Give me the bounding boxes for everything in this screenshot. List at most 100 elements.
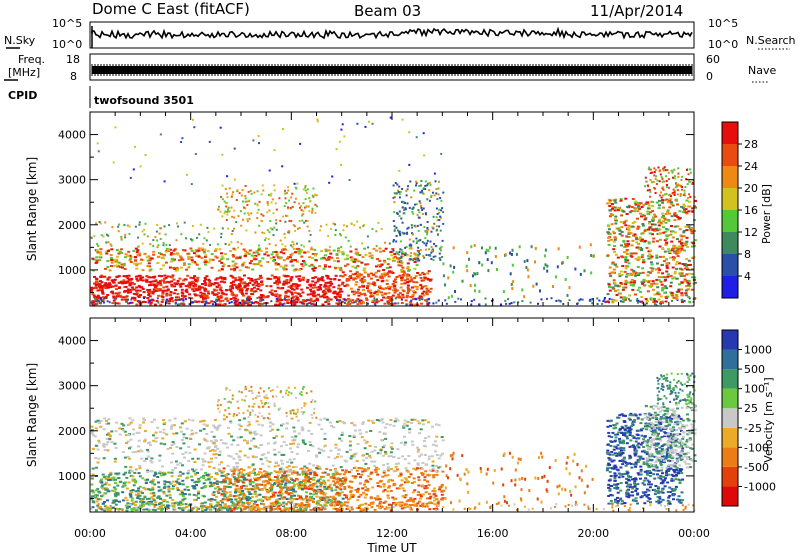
- power-echo: [274, 262, 278, 265]
- power-echo: [345, 278, 349, 280]
- power-echo: [401, 252, 404, 255]
- power-echo: [245, 301, 249, 304]
- power-echo: [248, 301, 251, 303]
- nsearch-tick-bottom: 10^0: [708, 38, 738, 51]
- power-echo: [668, 199, 672, 202]
- power-echo: [252, 251, 256, 254]
- power-echo: [164, 250, 168, 253]
- velocity-echo: [109, 478, 113, 481]
- velocity-echo: [242, 478, 246, 481]
- velocity-echo: [323, 483, 327, 486]
- power-echo: [404, 208, 407, 211]
- power-echo: [665, 262, 669, 265]
- power-echo: [294, 225, 296, 228]
- power-echo: [691, 273, 695, 276]
- power-echo: [182, 299, 185, 302]
- power-echo: [357, 275, 361, 278]
- power-echo: [233, 227, 235, 230]
- power-echo: [96, 294, 100, 297]
- power-echo: [608, 233, 612, 236]
- power-echo: [406, 286, 410, 289]
- power-echo: [406, 267, 410, 270]
- power-echo: [241, 189, 244, 192]
- power-echo: [676, 185, 678, 188]
- power-echo: [399, 234, 402, 237]
- power-echo: [684, 225, 688, 228]
- power-echo: [335, 252, 339, 255]
- power-echo: [339, 299, 342, 302]
- velocity-echo: [113, 490, 117, 493]
- power-echo: [165, 243, 168, 246]
- power-echo: [405, 273, 409, 276]
- power-echo: [486, 258, 489, 262]
- power-echo: [157, 256, 161, 259]
- power-echo: [100, 281, 104, 284]
- power-echo: [156, 239, 159, 242]
- power-echo: [421, 191, 424, 194]
- power-echo: [613, 199, 617, 202]
- power-echo: [168, 281, 171, 284]
- power-echo: [637, 207, 641, 210]
- power-echo: [401, 296, 405, 299]
- velocity-echo: [366, 480, 370, 483]
- power-echo: [117, 230, 120, 233]
- power-echo: [203, 248, 207, 251]
- power-echo: [685, 212, 689, 215]
- power-echo: [649, 190, 652, 193]
- power-echo: [626, 244, 630, 247]
- power-echo: [424, 291, 428, 294]
- power-echo: [405, 296, 409, 299]
- power-echo: [134, 247, 138, 250]
- power-echo: [243, 274, 246, 277]
- power-echo: [639, 212, 642, 215]
- power-echo: [216, 295, 220, 298]
- velocity-echo: [100, 495, 104, 498]
- power-echo: [672, 176, 674, 179]
- velocity-echo: [197, 490, 201, 493]
- power-echo: [122, 262, 126, 265]
- power-echo: [171, 259, 175, 262]
- power-echo: [327, 303, 331, 305]
- power-echo: [112, 299, 116, 302]
- power-echo: [544, 248, 547, 252]
- power-echo: [677, 246, 681, 249]
- power-echo: [649, 249, 653, 252]
- velocity-echo: [256, 507, 260, 510]
- power-echo: [447, 296, 450, 300]
- power-echo: [134, 145, 136, 148]
- power-echo: [685, 240, 689, 243]
- velocity-echo: [394, 469, 398, 472]
- power-echo: [392, 240, 395, 243]
- power-echo: [422, 188, 425, 190]
- power-echo: [268, 243, 271, 245]
- power-echo: [667, 171, 670, 174]
- velocity-echo: [329, 498, 333, 501]
- power-echo: [252, 302, 255, 305]
- power-echo: [106, 277, 110, 280]
- power-echo: [679, 234, 683, 237]
- power-echo: [607, 283, 611, 286]
- velocity-echo: [204, 505, 208, 508]
- power-echo: [625, 249, 629, 251]
- power-echo: [322, 267, 326, 270]
- power-echo: [237, 276, 241, 279]
- power-echo: [440, 245, 443, 248]
- power-echo: [144, 222, 147, 225]
- velocity-echo: [295, 498, 299, 501]
- power-echo: [613, 251, 616, 253]
- power-echo: [620, 226, 624, 229]
- velocity-echo: [202, 476, 206, 479]
- power-echo: [355, 291, 359, 294]
- power-echo: [224, 210, 227, 213]
- power-echo: [319, 229, 322, 232]
- power-echo: [404, 201, 407, 204]
- power-echo: [640, 206, 644, 208]
- power-echo: [105, 250, 108, 253]
- velocity-echo: [203, 495, 206, 498]
- power-echo: [135, 286, 139, 289]
- power-echo: [168, 224, 171, 227]
- power-echo: [663, 180, 665, 183]
- power-echo: [99, 275, 103, 278]
- power-echo: [206, 290, 210, 293]
- power-echo: [268, 194, 270, 196]
